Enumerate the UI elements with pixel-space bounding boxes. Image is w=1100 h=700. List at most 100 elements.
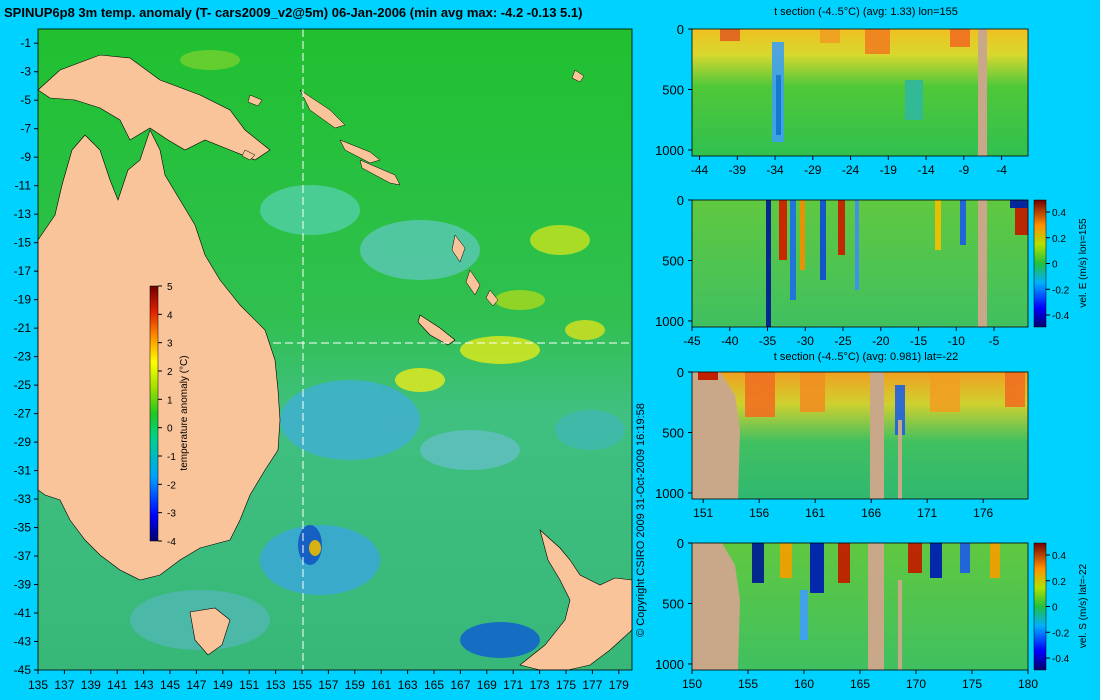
p4-colorbar-tick-label: -0.4 [1052,654,1070,665]
map-x-tick-label: 135 [28,678,48,692]
map-y-tick-label: -35 [14,521,32,535]
p4-x-tick-label: 180 [1018,677,1038,691]
map-colorbar-tick-label: 2 [167,367,173,378]
p3-x-tick-label: 171 [917,506,937,520]
land-tasmania [189,607,231,656]
p4-y-tick-label: 500 [662,596,684,611]
map-y-tick-label: -15 [14,236,32,250]
map-colorbar-tick-label: -2 [167,480,176,491]
p2-x-tick-label: -20 [872,334,890,348]
map-x-tick-label: 179 [609,678,629,692]
p2-colorbar-tick-label: 0.4 [1052,208,1066,219]
map-y-tick-label: -25 [14,378,32,392]
map-y-tick-label: -21 [14,321,32,335]
map-colorbar-tick-label: -4 [167,537,176,548]
p3-y-tick-label: 1000 [655,486,684,501]
p4-x-tick-label: 165 [850,677,870,691]
panel-2-colorbar-label: vel. E (m/s) lon=155 [1078,218,1089,308]
p3-x-tick-label: 161 [805,506,825,520]
ocean-eddies [80,50,625,658]
map-x-tick-label: 151 [239,678,259,692]
map-colorbar-tick-label: 3 [167,339,173,350]
map-y-tick-label: -9 [20,150,31,164]
p1-x-tick-label: -29 [804,163,822,177]
map-y-tick-label: -31 [14,464,32,478]
p3-x-tick-label: 166 [861,506,881,520]
map-colorbar-tick-label: 4 [167,310,173,321]
map-y-tick-label: -3 [20,65,31,79]
map-colorbar-tick-label: -3 [167,509,176,520]
p3-x-tick-label: 156 [749,506,769,520]
p2-colorbar-tick-label: 0.2 [1052,234,1066,245]
land-new-caledonia [417,314,456,346]
panel-4-land [692,543,740,670]
panel-1-y-ticks: 0 500 1000 [655,22,692,158]
panel-2-colorbar [1033,199,1047,328]
p4-x-tick-label: 175 [962,677,982,691]
p3-y-tick-label: 0 [677,365,684,380]
panel-1-field [692,29,1028,156]
p2-colorbar-tick-label: -0.4 [1052,311,1070,322]
map-x-tick-label: 163 [398,678,418,692]
map-x-tick-label: 175 [556,678,576,692]
map-frame [37,28,633,671]
map-y-tick-label: -45 [14,663,32,677]
p1-x-tick-label: -34 [766,163,784,177]
p4-colorbar-tick-label: 0.4 [1052,551,1066,562]
map-y-tick-label: -37 [14,549,32,563]
map-colorbar-label: temperature anomaly (°C) [179,355,190,470]
p4-x-tick-label: 170 [906,677,926,691]
panel-1-title: t section (-4..5°C) (avg: 1.33) lon=155 [774,6,958,18]
p3-y-tick-label: 500 [662,425,684,440]
map-x-tick-label: 145 [160,678,180,692]
map-x-tick-label: 137 [54,678,74,692]
p2-x-tick-label: -40 [721,334,739,348]
map-y-tick-label: -11 [15,179,32,193]
p4-y-tick-label: 0 [677,536,684,551]
map-x-tick-label: 169 [477,678,497,692]
p4-x-tick-label: 155 [738,677,758,691]
map-colorbar-tick-label: 0 [167,424,173,435]
map-y-tick-label: -7 [20,122,31,136]
panel-3-title: t section (-4..5°C) (avg: 0.981) lat=-22 [774,351,958,363]
map-colorbar-tick-label: 1 [167,395,173,406]
map-x-tick-label: 159 [345,678,365,692]
p2-x-tick-label: -15 [910,334,928,348]
p2-colorbar-tick-label: -0.2 [1052,285,1070,296]
p1-x-tick-label: -39 [729,163,747,177]
p2-y-tick-label: 1000 [655,314,684,329]
map-x-tick-label: 153 [266,678,286,692]
map-colorbar-tick-label: 5 [167,282,173,293]
land-australia [37,129,281,581]
p2-x-tick-label: -25 [834,334,852,348]
panel-2-x-ticks: -45 -40 -35 -30 -25 -20 -15 -10 -5 [683,327,1000,348]
map-y-ticks: -1 -3 -5 -7 -9 -11 -13 -15 -17 -19 -21 -23 -25 -27 -29… [14,36,38,677]
p4-colorbar-tick-label: 0 [1052,603,1058,614]
map-x-tick-label: 155 [292,678,312,692]
map-colorbar-tick-label: -1 [167,452,176,463]
map-x-tick-label: 177 [582,678,602,692]
map-x-tick-label: 167 [450,678,470,692]
panel-2-colorbar-ticks: 0.4 0.2 0 -0.2 -0.4 [1046,208,1070,322]
p3-x-tick-label: 176 [973,506,993,520]
p2-colorbar-tick-label: 0 [1052,260,1058,271]
p2-x-tick-label: -30 [797,334,815,348]
p4-colorbar-tick-label: -0.2 [1052,628,1070,639]
p1-x-tick-label: -4 [996,163,1007,177]
panel-4-colorbar-ticks: 0.4 0.2 0 -0.2 -0.4 [1046,551,1070,665]
map-y-tick-label: -17 [14,264,32,278]
map-y-tick-label: -41 [14,606,32,620]
p1-y-tick-label: 0 [677,22,684,37]
map-y-tick-label: -29 [14,435,32,449]
map-y-tick-label: -1 [20,36,31,50]
map-x-tick-label: 171 [503,678,523,692]
panel-1-x-ticks: -44 -39 -34 -29 -24 -19 -14 -9 -4 [691,156,1007,177]
panel-3-field [692,372,1028,499]
panel-3-land [692,372,740,499]
panel-2-field [692,200,1028,327]
map-x-ticks: 135 137 139 141 143 145 147 149 151 153 155 157 159 1… [28,670,629,692]
map-x-tick-label: 149 [213,678,233,692]
panel-3-y-ticks: 0 500 1000 [655,365,692,501]
